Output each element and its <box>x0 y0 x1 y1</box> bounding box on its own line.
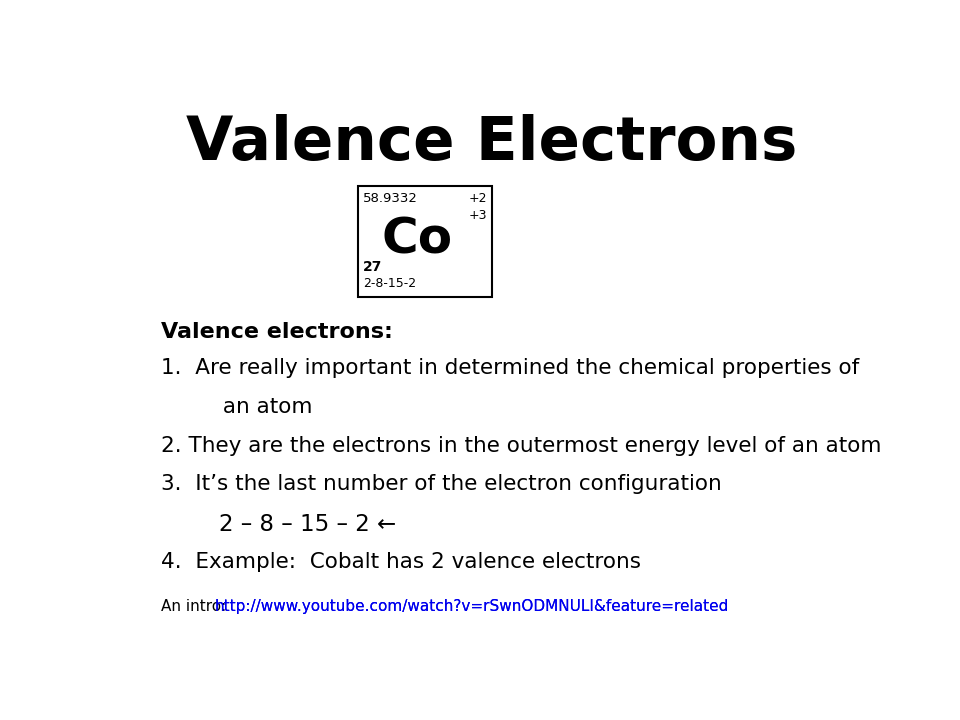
Text: 2 – 8 – 15 – 2 ←: 2 – 8 – 15 – 2 ← <box>161 513 396 536</box>
Text: http://www.youtube.com/watch?v=rSwnODMNULI&feature=related: http://www.youtube.com/watch?v=rSwnODMNU… <box>214 599 729 614</box>
Text: Valence electrons:: Valence electrons: <box>161 322 393 342</box>
Text: 4.  Example:  Cobalt has 2 valence electrons: 4. Example: Cobalt has 2 valence electro… <box>161 552 641 572</box>
Text: 3.  It’s the last number of the electron configuration: 3. It’s the last number of the electron … <box>161 474 722 495</box>
Bar <box>358 186 492 297</box>
Text: 27: 27 <box>363 260 383 274</box>
Text: http://www.youtube.com/watch?v=rSwnODMNULI&feature=related: http://www.youtube.com/watch?v=rSwnODMNU… <box>214 599 729 614</box>
Text: +2: +2 <box>468 192 487 204</box>
Text: 2. They are the electrons in the outermost energy level of an atom: 2. They are the electrons in the outermo… <box>161 436 881 456</box>
Text: Co: Co <box>381 215 452 264</box>
Text: 2-8-15-2: 2-8-15-2 <box>363 277 417 290</box>
Text: Valence Electrons: Valence Electrons <box>186 114 798 173</box>
Text: An intro:: An intro: <box>161 599 236 614</box>
Text: 58.9332: 58.9332 <box>363 192 419 204</box>
Text: an atom: an atom <box>161 397 312 417</box>
Text: +3: +3 <box>468 210 487 222</box>
Text: 1.  Are really important in determined the chemical properties of: 1. Are really important in determined th… <box>161 358 859 378</box>
